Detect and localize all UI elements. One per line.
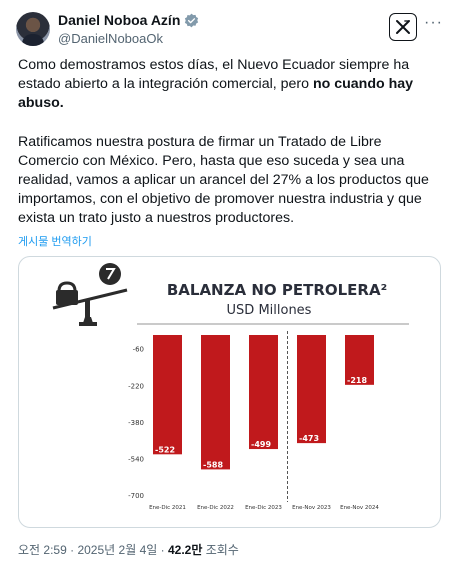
bar-data-label: -218 [347,376,367,385]
balance-scale-icon [52,263,128,326]
x-tick-label: Ene-Dic 2023 [245,505,282,511]
bar-data-label: -522 [155,445,175,454]
view-count: 42.2만 [167,543,203,557]
chart-bar [153,335,182,455]
author-display-name[interactable]: Daniel Noboa Azín [58,12,181,28]
tweet-header: Daniel Noboa Azín @DanielNoboaOk ··· [16,10,442,52]
meta-separator: · [66,543,78,557]
more-icon[interactable]: ··· [424,14,443,31]
bar-data-label: -588 [203,460,223,469]
tweet-paragraph-2: Ratificamos nuestra postura de firmar un… [18,133,429,227]
author-handle[interactable]: @DanielNoboaOk [58,31,163,46]
x-logo-icon[interactable] [389,13,417,41]
tweet-paragraph-1: Como demostramos estos días, el Nuevo Ec… [18,56,430,114]
chart: BALANZA NO PETROLERA² USD Millones -60 -2… [52,263,409,511]
tweet-meta: 오전 2:59 · 2025년 2월 4일 · 42.2만 조회수 [18,541,239,558]
y-tick-label: -380 [128,419,144,427]
x-tick-label: Ene-Dic 2021 [149,505,186,511]
bar-data-label: -473 [299,434,319,443]
tweet-date[interactable]: 2025년 2월 4일 [77,543,158,557]
y-tick-label: -60 [133,346,144,354]
chart-bar [345,335,374,385]
tweet-p1-text: Como demostramos estos días, el Nuevo Ec… [18,57,410,93]
y-tick-label: -540 [128,455,144,463]
tweet-text: Como demostramos estos días, el Nuevo Ec… [18,56,430,248]
translate-post-link[interactable]: 게시물 번역하기 [18,236,92,248]
y-tick-label: -220 [128,382,144,390]
chart-subtitle: USD Millones [227,303,312,318]
author-name-row: Daniel Noboa Azín [58,12,199,28]
chart-bar [249,335,278,450]
verified-badge-icon [185,13,199,27]
bar-data-label: -499 [251,440,271,449]
meta-separator: · [157,543,168,557]
avatar[interactable] [16,12,50,46]
x-tick-label: Ene-Nov 2023 [292,505,331,511]
view-count-label: 조회수 [202,543,239,557]
tweet-media-chart[interactable]: BALANZA NO PETROLERA² USD Millones -60 -2… [18,256,441,528]
chart-bar [297,335,326,444]
chart-bar [201,335,230,470]
x-tick-label: Ene-Nov 2024 [340,505,379,511]
chart-title: BALANZA NO PETROLERA² [167,281,387,299]
x-tick-label: Ene-Dic 2022 [197,505,234,511]
y-tick-label: -700 [128,492,144,500]
tweet-time[interactable]: 오전 2:59 [18,543,67,557]
tweet-p1-bold: no cuando hay abuso. [18,76,414,112]
